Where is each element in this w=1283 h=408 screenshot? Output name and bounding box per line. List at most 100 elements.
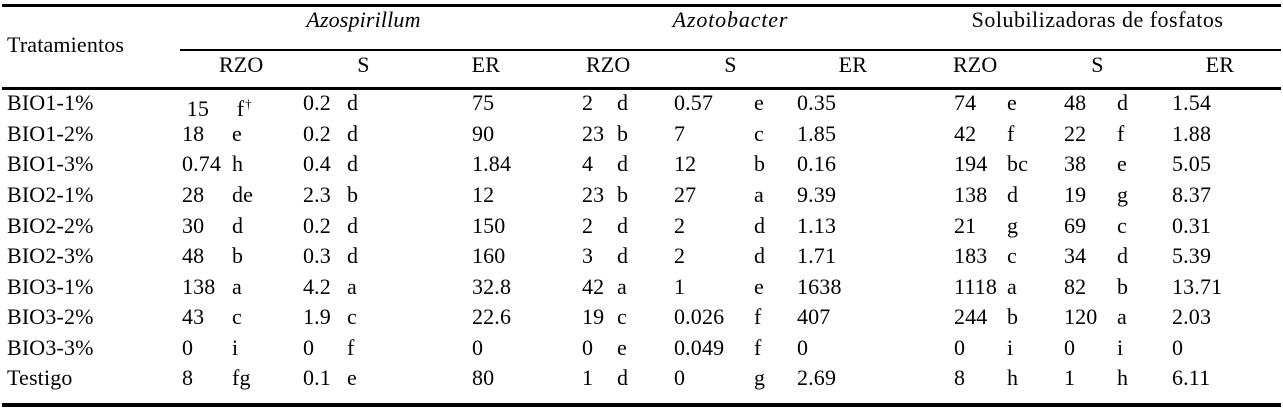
group-header-azotobacter: Azotobacter [672,7,789,33]
cell-value: 1.9 [303,304,331,330]
cell-value: 0 [674,365,686,391]
cell-letter: a [754,181,764,207]
row-label: BIO3-2% [7,304,94,330]
row-header-label: Tratamientos [7,31,125,57]
cell-letter: f [1007,120,1015,146]
cell-value: 0.35 [797,90,837,116]
cell-value: 407 [797,304,831,330]
cell-value: 12 [674,151,697,177]
cell-letter: b [1007,304,1019,330]
row-label: BIO1-2% [7,120,94,146]
cell-value: 1.84 [472,151,512,177]
cell-letter: e [232,120,242,146]
cell-value: 3 [582,243,594,269]
cell-value: 30 [182,212,205,238]
column-header-s-1: S [724,52,737,78]
cell-value: 19 [582,304,605,330]
column-header-er-0: ER [471,52,501,78]
cell-letter: b [754,151,766,177]
cell-value: 69 [1064,212,1087,238]
cell-letter: f [754,304,762,330]
cell-value: 74 [954,90,977,116]
cell-letter: e [1007,90,1017,116]
cell-letter: d [617,243,629,269]
cell-letter: b [617,181,629,207]
cell-value: 82 [1064,273,1087,299]
cell-letter: b [617,120,629,146]
cell-value: 42 [954,120,977,146]
cell-value: 18 [182,120,205,146]
cell-letter: e [1117,151,1127,177]
cell-letter: d [347,120,359,146]
cell-letter: d [754,243,766,269]
cell-value: 2.3 [303,181,331,207]
cell-letter: e [754,90,764,116]
cell-letter: f [347,334,355,360]
cell-value: 0.026 [674,304,725,330]
cell-value: 183 [954,243,988,269]
cell-value: 194 [954,151,988,177]
column-header-rzo-0: RZO [218,52,264,78]
cell-letter: g [754,365,766,391]
cell-value: 34 [1064,243,1087,269]
cell-letter: a [1117,304,1127,330]
cell-value: 2.03 [1172,304,1212,330]
cell-value: 12 [472,181,495,207]
cell-value: 0.049 [674,334,725,360]
dagger-footnote-mark: † [245,95,252,111]
cell-value: 8.37 [1172,181,1212,207]
cell-value: 120 [1064,304,1098,330]
cell-value: 2 [582,212,594,238]
cell-letter-text: f [236,95,245,121]
cell-value: 8 [182,365,194,391]
column-header-rzo-2: RZO [952,52,998,78]
cell-letter: h [1007,365,1019,391]
cell-letter: fg [232,365,251,391]
cell-letter: c [617,304,627,330]
cell-value: 2 [674,212,686,238]
cell-value: 9.39 [797,181,837,207]
cell-value: 42 [582,273,605,299]
cell-value: 90 [472,120,495,146]
top-rule [2,3,1281,8]
group-header-rule [180,49,1281,52]
cell-value: 160 [472,243,506,269]
cell-value: 0 [182,334,194,360]
cell-value: 150 [472,212,506,238]
cell-value: 23 [582,120,605,146]
cell-letter: d [754,212,766,238]
group-header-solubilizadoras: Solubilizadoras de fosfatos [971,7,1224,33]
cell-value: 22 [1064,120,1087,146]
cell-value: 0.57 [674,90,714,116]
row-label: BIO2-1% [7,181,94,207]
group-header-azospirillum: Azospirillum [306,7,421,33]
column-header-er-1: ER [838,52,868,78]
column-header-s-2: S [1091,52,1104,78]
cell-value: 80 [472,365,495,391]
cell-value: 7 [674,120,686,146]
cell-value: 0 [582,334,594,360]
cell-letter: c [754,120,764,146]
cell-letter: d [347,151,359,177]
cell-value: 244 [954,304,988,330]
cell-value: 1118 [954,273,997,299]
cell-letter: d [232,212,244,238]
cell-value: 0 [797,334,809,360]
column-header-rzo-1: RZO [585,52,631,78]
cell-value: 75 [472,90,495,116]
cell-value: 23 [582,181,605,207]
cell-letter: a [347,273,357,299]
cell-letter: e [617,334,627,360]
cell-value: 21 [954,212,977,238]
cell-value: 1 [674,273,686,299]
row-label: BIO1-1% [7,90,94,116]
cell-value: 6.11 [1172,365,1211,391]
cell-letter: f† [236,95,252,121]
cell-letter: i [232,334,239,360]
cell-value: 1.54 [1172,90,1212,116]
cell-letter: b [1117,273,1129,299]
cell-letter: g [1117,181,1129,207]
cell-letter: i [1117,334,1124,360]
cell-value: 0.2 [303,212,331,238]
